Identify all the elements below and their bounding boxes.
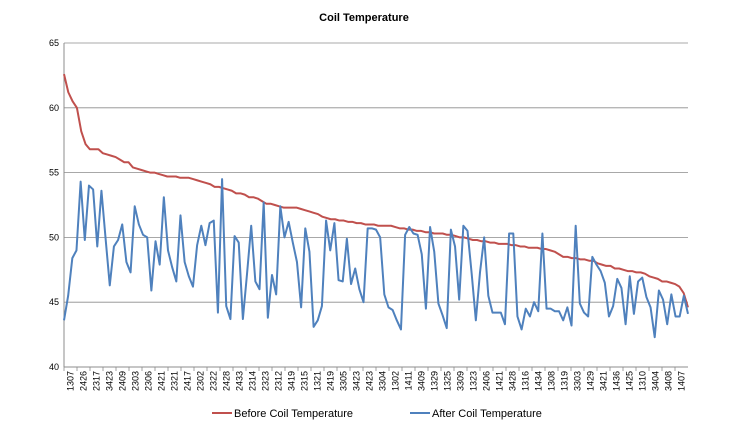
x-tick-label: 2317: [92, 371, 102, 391]
y-tick-label: 55: [49, 168, 59, 178]
x-tick-label: 1425: [625, 371, 635, 391]
x-tick-label: 3305: [339, 371, 349, 391]
x-tick-label: 1421: [495, 371, 505, 391]
x-tick-label: 2421: [157, 371, 167, 391]
x-tick-label: 2428: [222, 371, 232, 391]
x-tick-label: 3309: [456, 371, 466, 391]
x-tick-label: 1321: [313, 371, 323, 391]
x-tick-label: 1325: [443, 371, 453, 391]
x-tick-label: 1329: [430, 371, 440, 391]
y-tick-label: 40: [49, 362, 59, 372]
x-axis: 1307 2426 2317 3423 2409 2303 2306 2421 2321 2417…: [63, 366, 688, 391]
x-tick-label: 3409: [417, 371, 427, 391]
x-tick-label: 1302: [391, 371, 401, 391]
gridlines: [64, 42, 688, 303]
x-tick-label: 2303: [131, 371, 141, 391]
x-tick-label: 1429: [586, 371, 596, 391]
x-tick-label: 3404: [651, 371, 661, 391]
x-tick-label: 2321: [170, 371, 180, 391]
x-tick-label: 2312: [274, 371, 284, 391]
series-lines: [63, 73, 689, 339]
x-tick-label: 2419: [326, 371, 336, 391]
x-tick-label: 3303: [573, 371, 583, 391]
x-tick-label: 1319: [560, 371, 570, 391]
x-tick-label: 1436: [612, 371, 622, 391]
x-tick-label: 1307: [66, 371, 76, 391]
x-tick-label: 2433: [235, 371, 245, 391]
x-tick-label: 2417: [183, 371, 193, 391]
x-tick-label: 1316: [521, 371, 531, 391]
x-tick-label: 2323: [261, 371, 271, 391]
x-tick-label: 1407: [677, 371, 687, 391]
x-tick-label: 2314: [248, 371, 258, 391]
y-tick-label: 50: [49, 232, 59, 242]
legend-label-after: After Coil Temperature: [432, 408, 542, 420]
x-tick-label: 2426: [79, 371, 89, 391]
after-coil-temperature-line: [63, 178, 689, 339]
y-tick-label: 60: [49, 103, 59, 113]
x-tick-label: 2423: [365, 371, 375, 391]
x-tick-label: 2409: [118, 371, 128, 391]
x-tick-label: 1310: [638, 371, 648, 391]
x-tick-label: 2306: [144, 371, 154, 391]
y-tick-label: 45: [49, 297, 59, 307]
x-tick-label: 2406: [482, 371, 492, 391]
x-tick-label: 2302: [196, 371, 206, 391]
x-tick-label: 3419: [287, 371, 297, 391]
x-tick-label: 1434: [534, 371, 544, 391]
x-tick-label: 3428: [508, 371, 518, 391]
x-tick-label: 1411: [404, 371, 414, 390]
before-coil-temperature-line: [63, 73, 689, 308]
y-axis: 40 45 50 55 60 65: [49, 38, 65, 372]
x-tick-label: 2315: [300, 371, 310, 391]
x-tick-label: 1323: [469, 371, 479, 391]
legend-label-before: Before Coil Temperature: [234, 408, 353, 420]
x-tick-label: 2322: [209, 371, 219, 391]
x-tick-label: 3423: [105, 371, 115, 391]
y-tick-label: 65: [49, 38, 59, 48]
chart-title: Coil Temperature: [319, 12, 409, 24]
x-tick-label: 3304: [378, 371, 388, 391]
legend: Before Coil Temperature After Coil Tempe…: [212, 408, 542, 420]
x-tick-label: 1308: [547, 371, 557, 391]
x-tick-label: 3421: [599, 371, 609, 391]
x-tick-label: 3423: [352, 371, 362, 391]
x-tick-label: 3408: [664, 371, 674, 391]
